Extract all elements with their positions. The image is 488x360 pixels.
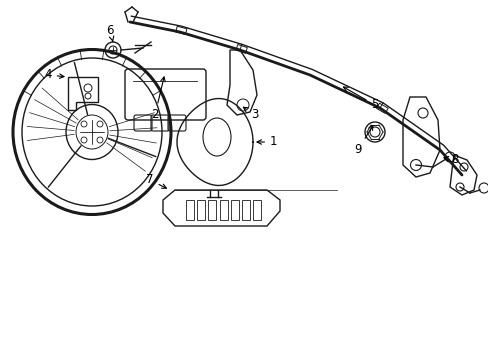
Text: 8: 8 — [443, 153, 458, 166]
Bar — [230, 200, 238, 220]
Text: 1: 1 — [257, 135, 277, 148]
Bar — [175, 26, 186, 35]
Bar — [208, 200, 216, 220]
Text: 6: 6 — [106, 23, 114, 42]
Text: 2: 2 — [151, 77, 165, 121]
Text: 9: 9 — [353, 125, 372, 157]
Bar — [219, 200, 227, 220]
Text: 3: 3 — [243, 107, 258, 121]
Bar — [242, 200, 249, 220]
Text: 4: 4 — [44, 68, 64, 81]
Bar — [376, 103, 387, 113]
Text: 5: 5 — [343, 87, 378, 112]
Bar — [235, 44, 247, 53]
Bar — [197, 200, 205, 220]
Text: 7: 7 — [146, 174, 166, 188]
Bar — [185, 200, 194, 220]
Bar — [252, 200, 261, 220]
